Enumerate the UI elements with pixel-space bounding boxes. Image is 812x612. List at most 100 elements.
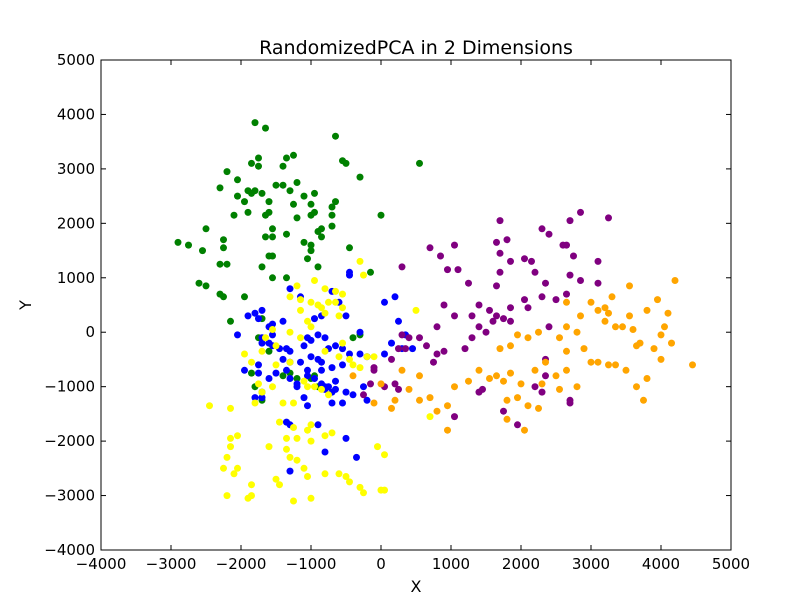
data-point bbox=[657, 331, 665, 339]
data-point bbox=[342, 159, 350, 167]
data-point bbox=[496, 217, 504, 225]
data-point bbox=[258, 263, 266, 271]
data-point bbox=[321, 309, 329, 317]
data-point bbox=[328, 211, 336, 219]
data-point bbox=[195, 279, 203, 287]
data-point bbox=[304, 402, 311, 410]
data-point bbox=[293, 282, 301, 290]
data-point bbox=[321, 448, 329, 456]
data-point bbox=[227, 434, 234, 442]
data-point bbox=[566, 399, 574, 407]
data-point bbox=[416, 334, 423, 342]
data-point bbox=[650, 345, 658, 353]
data-point bbox=[580, 345, 588, 353]
data-point bbox=[444, 426, 451, 434]
data-point bbox=[286, 358, 294, 366]
data-point bbox=[461, 345, 469, 353]
data-point bbox=[293, 375, 301, 382]
data-point bbox=[234, 432, 241, 440]
data-point bbox=[370, 366, 378, 374]
data-point bbox=[671, 277, 679, 284]
data-point bbox=[577, 312, 584, 320]
data-point bbox=[290, 497, 297, 505]
data-point bbox=[255, 369, 262, 377]
data-point bbox=[279, 162, 287, 170]
data-point bbox=[216, 260, 224, 268]
data-point bbox=[524, 402, 532, 410]
data-point bbox=[202, 282, 210, 290]
data-point bbox=[573, 383, 581, 391]
data-point bbox=[300, 377, 308, 385]
data-point bbox=[265, 198, 273, 206]
data-point bbox=[405, 385, 413, 393]
y-tick-label: 0 bbox=[85, 323, 95, 341]
data-point bbox=[514, 331, 521, 339]
data-point bbox=[451, 241, 458, 249]
data-point bbox=[328, 222, 336, 230]
data-point bbox=[332, 342, 339, 350]
data-point bbox=[300, 192, 308, 200]
data-point bbox=[332, 298, 339, 306]
data-point bbox=[412, 306, 420, 314]
data-point bbox=[426, 244, 434, 252]
data-point bbox=[433, 323, 441, 331]
data-point bbox=[451, 413, 458, 421]
data-point bbox=[325, 391, 332, 399]
data-point bbox=[293, 214, 301, 222]
data-point bbox=[332, 287, 339, 295]
y-tick-label: −3000 bbox=[44, 487, 95, 505]
data-point bbox=[521, 426, 528, 434]
data-point bbox=[538, 388, 546, 396]
data-point bbox=[542, 358, 549, 366]
data-point bbox=[500, 315, 507, 323]
data-point bbox=[531, 366, 539, 374]
data-point bbox=[255, 154, 262, 162]
x-tick-label: 1000 bbox=[432, 555, 470, 573]
data-point bbox=[356, 257, 364, 265]
data-point bbox=[668, 339, 675, 347]
data-point bbox=[451, 383, 458, 391]
data-point bbox=[349, 334, 357, 342]
data-point bbox=[360, 383, 367, 391]
data-point bbox=[542, 372, 549, 380]
data-point bbox=[486, 375, 493, 382]
data-point bbox=[328, 364, 336, 372]
data-point bbox=[304, 473, 311, 480]
data-point bbox=[335, 470, 343, 478]
chart-title: RandomizedPCA in 2 Dimensions bbox=[259, 37, 573, 59]
data-point bbox=[370, 399, 378, 407]
data-point bbox=[661, 323, 668, 331]
x-tick-label: −1000 bbox=[286, 555, 337, 573]
data-point bbox=[335, 353, 343, 361]
data-point bbox=[283, 230, 290, 238]
y-tick-label: 5000 bbox=[57, 51, 95, 69]
data-point bbox=[321, 334, 329, 342]
data-point bbox=[524, 334, 532, 342]
data-point bbox=[185, 241, 192, 249]
data-point bbox=[251, 394, 259, 402]
data-point bbox=[314, 421, 322, 429]
data-point bbox=[269, 252, 276, 260]
y-axis-label: Y bbox=[16, 300, 35, 311]
data-point bbox=[216, 184, 224, 192]
data-point bbox=[556, 334, 563, 342]
y-tick-label: 3000 bbox=[57, 160, 95, 178]
data-point bbox=[293, 434, 301, 442]
data-point bbox=[342, 388, 350, 396]
data-point bbox=[545, 323, 553, 331]
data-point bbox=[426, 413, 434, 421]
data-point bbox=[353, 453, 360, 461]
data-point bbox=[307, 200, 315, 208]
data-point bbox=[223, 492, 231, 500]
data-point bbox=[314, 228, 322, 235]
data-point bbox=[307, 241, 315, 249]
data-point bbox=[500, 377, 507, 385]
data-point bbox=[342, 473, 350, 480]
data-point bbox=[283, 445, 290, 453]
data-point bbox=[601, 304, 609, 312]
data-point bbox=[223, 260, 231, 268]
data-point bbox=[538, 380, 546, 388]
data-point bbox=[307, 211, 315, 219]
y-tick-label: 4000 bbox=[57, 105, 95, 123]
data-point bbox=[290, 424, 297, 431]
